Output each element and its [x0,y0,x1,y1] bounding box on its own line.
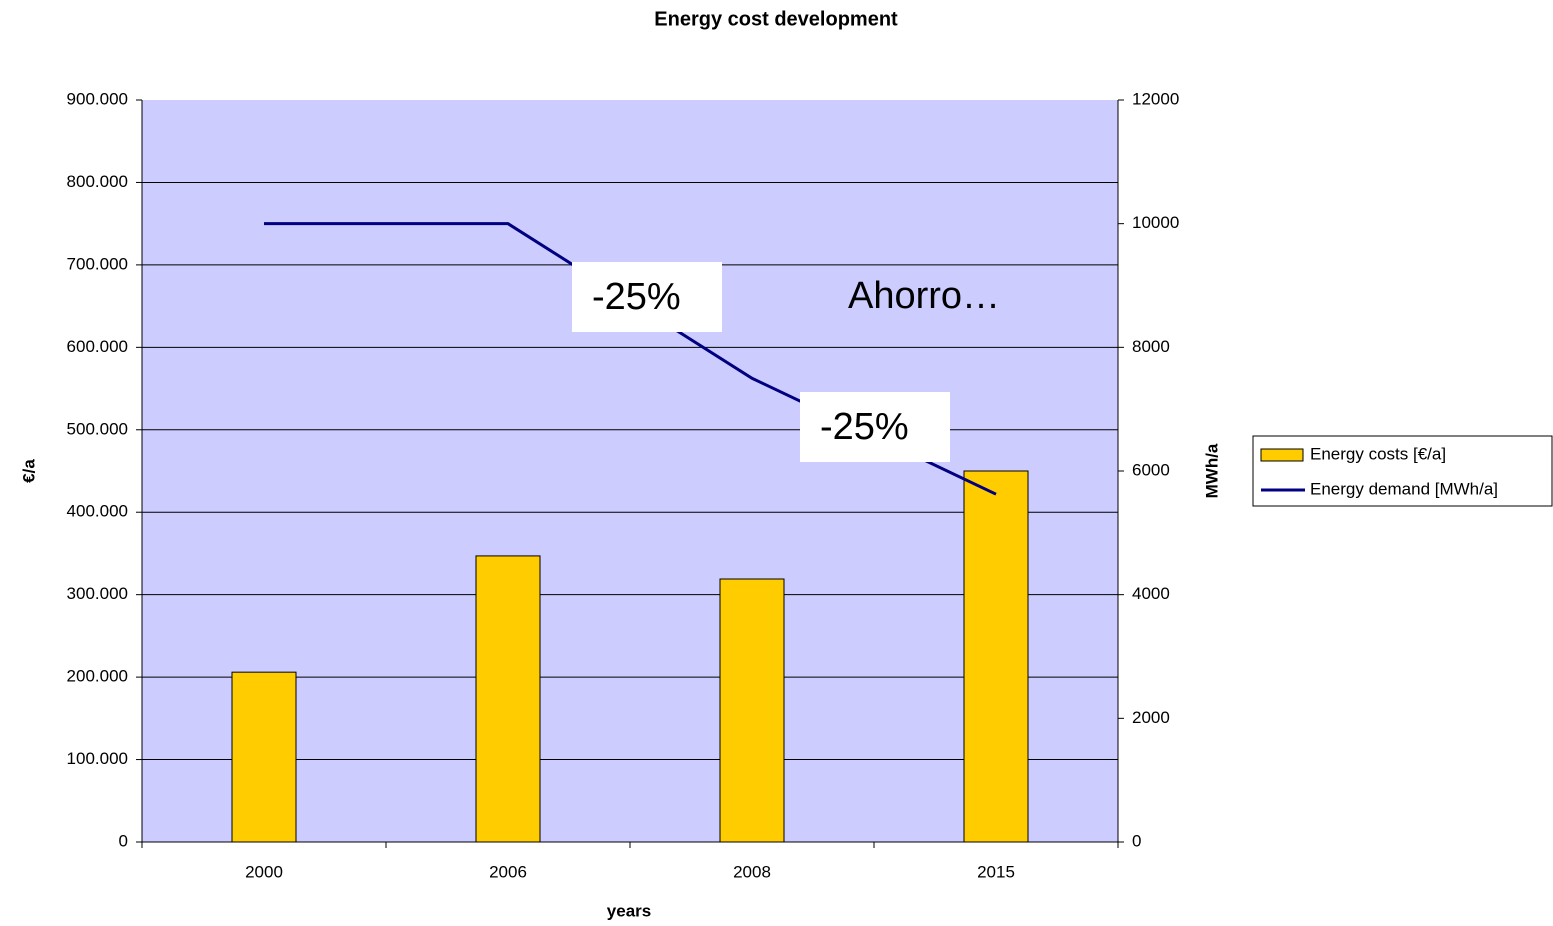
y2-tick-label: 12000 [1132,89,1179,108]
y2-tick-label: 6000 [1132,460,1170,479]
x-tick-label: 2000 [245,862,283,881]
y2-axis-title: MWh/a [1202,443,1221,498]
bar [475,555,541,843]
y2-tick-label: 0 [1132,831,1141,850]
y-tick-label: 600.000 [67,337,128,356]
annotation: -25% [592,276,681,318]
y-tick-label: 800.000 [67,172,128,191]
y-axis-title: €/a [19,459,38,483]
y2-tick-label: 4000 [1132,584,1170,603]
y-tick-label: 100.000 [67,749,128,768]
y-tick-label: 0 [119,831,128,850]
y-tick-label: 400.000 [67,502,128,521]
bar [231,671,297,843]
y-tick-label: 200.000 [67,667,128,686]
chart-title: Energy cost development [654,8,898,30]
bar [963,470,1029,843]
y-tick-label: 300.000 [67,584,128,603]
x-tick-label: 2015 [977,862,1015,881]
y-tick-label: 700.000 [67,254,128,273]
legend-swatch [1260,448,1304,462]
x-tick-label: 2006 [489,862,527,881]
bar [719,578,785,843]
annotation-box [800,392,950,462]
y2-tick-label: 8000 [1132,337,1170,356]
legend-box [1252,435,1553,507]
annotation-box [572,262,722,332]
x-axis-title: years [607,901,651,920]
y-tick-label: 500.000 [67,419,128,438]
legend-label: Energy costs [€/a] [1310,444,1446,463]
y2-tick-label: 10000 [1132,213,1179,232]
y-tick-label: 900.000 [67,89,128,108]
annotation: -25% [820,406,909,448]
annotation: Ahorro… [848,275,1000,317]
legend-label: Energy demand [MWh/a] [1310,479,1498,498]
x-tick-label: 2008 [733,862,771,881]
y2-tick-label: 2000 [1132,708,1170,727]
